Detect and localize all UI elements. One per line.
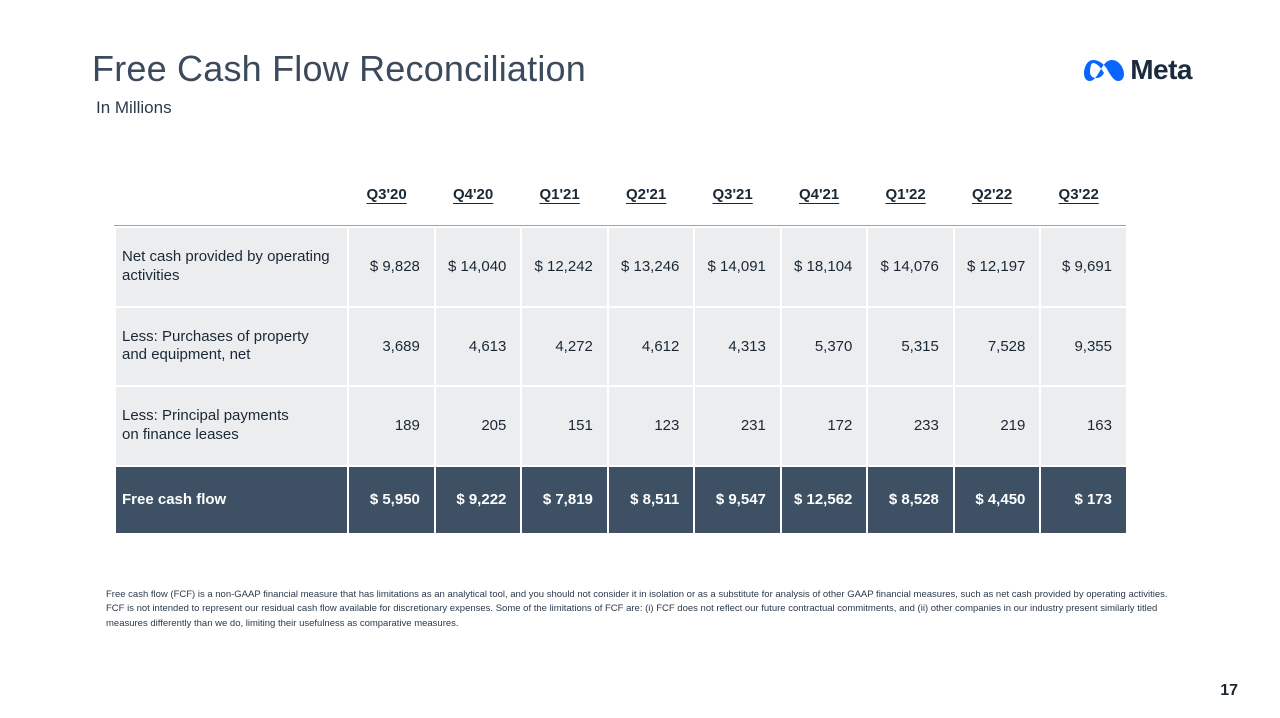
cell: 231 <box>693 385 780 465</box>
page-number: 17 <box>1220 682 1238 700</box>
cell: $ 14,040 <box>434 226 521 306</box>
cell: 4,272 <box>520 306 607 386</box>
column-header: Q4'20 <box>434 178 521 226</box>
title-block: Free Cash Flow Reconciliation In Million… <box>92 48 586 118</box>
footnote: Free cash flow (FCF) is a non-GAAP finan… <box>106 588 1180 631</box>
cell: 4,612 <box>607 306 694 386</box>
cell: 172 <box>780 385 867 465</box>
column-header: Q2'22 <box>953 178 1040 226</box>
table-row: Net cash provided by operating activitie… <box>114 226 1126 306</box>
slide: Free Cash Flow Reconciliation In Million… <box>0 0 1280 718</box>
column-header: Q1'21 <box>520 178 607 226</box>
column-header: Q3'20 <box>347 178 434 226</box>
table-row: Less: Principal payments on finance leas… <box>114 385 1126 465</box>
column-header: Q1'22 <box>866 178 953 226</box>
cell: $ 9,222 <box>434 465 521 534</box>
cell: 5,315 <box>866 306 953 386</box>
cell: 151 <box>520 385 607 465</box>
cell: $ 173 <box>1039 465 1126 534</box>
cell: $ 4,450 <box>953 465 1040 534</box>
cell: $ 9,828 <box>347 226 434 306</box>
table-row: Less: Purchases of property and equipmen… <box>114 306 1126 386</box>
page-title: Free Cash Flow Reconciliation <box>92 48 586 90</box>
brand-logo: Meta <box>1083 48 1192 86</box>
table-row-highlight: Free cash flow $ 5,950 $ 9,222 $ 7,819 $… <box>114 465 1126 534</box>
cell: $ 9,691 <box>1039 226 1126 306</box>
cell: 163 <box>1039 385 1126 465</box>
cell: $ 18,104 <box>780 226 867 306</box>
cell: 219 <box>953 385 1040 465</box>
cell: $ 5,950 <box>347 465 434 534</box>
cell: 205 <box>434 385 521 465</box>
cell: 189 <box>347 385 434 465</box>
column-header: Q2'21 <box>607 178 694 226</box>
table-head: Q3'20 Q4'20 Q1'21 Q2'21 Q3'21 Q4'21 Q1'2… <box>114 178 1126 226</box>
row-label: Net cash provided by operating activitie… <box>114 226 347 306</box>
cell: 5,370 <box>780 306 867 386</box>
cell: $ 13,246 <box>607 226 694 306</box>
header: Free Cash Flow Reconciliation In Million… <box>92 48 1192 118</box>
cell: 233 <box>866 385 953 465</box>
row-label: Free cash flow <box>114 465 347 534</box>
cell: 9,355 <box>1039 306 1126 386</box>
cell: $ 7,819 <box>520 465 607 534</box>
cell: $ 9,547 <box>693 465 780 534</box>
cell: $ 8,511 <box>607 465 694 534</box>
cell: $ 8,528 <box>866 465 953 534</box>
fcf-table: Q3'20 Q4'20 Q1'21 Q2'21 Q3'21 Q4'21 Q1'2… <box>114 178 1126 533</box>
cell: 7,528 <box>953 306 1040 386</box>
cell: $ 12,242 <box>520 226 607 306</box>
cell: 3,689 <box>347 306 434 386</box>
column-header: Q3'21 <box>693 178 780 226</box>
table-body: Net cash provided by operating activitie… <box>114 226 1126 533</box>
cell: $ 14,076 <box>866 226 953 306</box>
fcf-table-wrap: Q3'20 Q4'20 Q1'21 Q2'21 Q3'21 Q4'21 Q1'2… <box>114 178 1126 533</box>
cell: 4,613 <box>434 306 521 386</box>
column-header-blank <box>114 178 347 226</box>
row-label: Less: Purchases of property and equipmen… <box>114 306 347 386</box>
row-label: Less: Principal payments on finance leas… <box>114 385 347 465</box>
column-header: Q3'22 <box>1039 178 1126 226</box>
cell: 4,313 <box>693 306 780 386</box>
brand-name: Meta <box>1130 54 1192 86</box>
column-header: Q4'21 <box>780 178 867 226</box>
cell: 123 <box>607 385 694 465</box>
cell: $ 14,091 <box>693 226 780 306</box>
cell: $ 12,197 <box>953 226 1040 306</box>
cell: $ 12,562 <box>780 465 867 534</box>
meta-infinity-icon <box>1083 56 1125 84</box>
page-subtitle: In Millions <box>96 98 586 118</box>
